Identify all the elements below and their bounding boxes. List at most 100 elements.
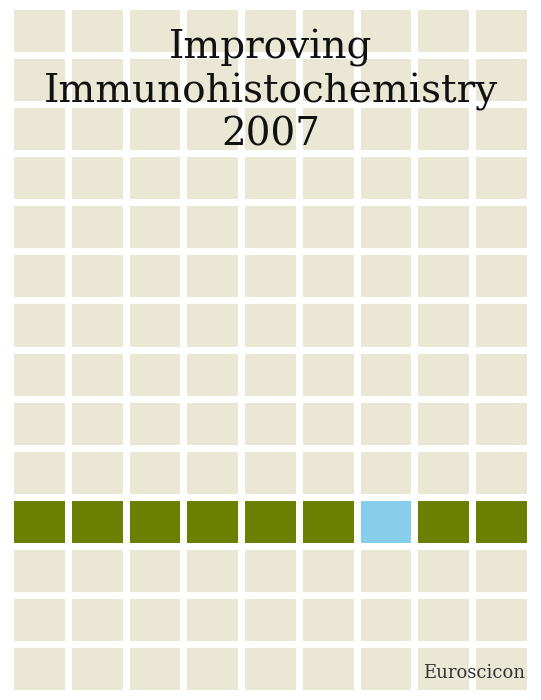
Bar (418, 452, 469, 493)
Bar (361, 59, 412, 101)
Bar (245, 452, 296, 493)
Bar (418, 108, 469, 150)
Bar (187, 206, 238, 248)
Bar (14, 108, 65, 150)
Bar (72, 452, 123, 493)
Bar (14, 354, 65, 395)
Bar (361, 500, 412, 542)
Bar (361, 158, 412, 199)
Bar (129, 206, 180, 248)
Bar (418, 354, 469, 395)
Bar (303, 10, 354, 52)
Bar (129, 108, 180, 150)
Bar (187, 256, 238, 298)
Bar (14, 59, 65, 101)
Bar (303, 354, 354, 395)
Bar (72, 158, 123, 199)
Bar (14, 402, 65, 444)
Bar (129, 158, 180, 199)
Bar (361, 648, 412, 690)
Bar (418, 550, 469, 592)
Bar (72, 108, 123, 150)
Bar (303, 402, 354, 444)
Bar (14, 599, 65, 641)
Bar (129, 500, 180, 542)
Bar (129, 648, 180, 690)
Bar (72, 10, 123, 52)
Bar (303, 206, 354, 248)
Bar (187, 402, 238, 444)
Bar (303, 500, 354, 542)
Bar (187, 354, 238, 395)
Text: Euroscicon: Euroscicon (423, 664, 525, 682)
Bar (187, 304, 238, 346)
Bar (476, 206, 527, 248)
Bar (418, 158, 469, 199)
Bar (187, 108, 238, 150)
Bar (14, 10, 65, 52)
Bar (361, 10, 412, 52)
Bar (187, 59, 238, 101)
Bar (245, 402, 296, 444)
Bar (303, 452, 354, 493)
Bar (303, 648, 354, 690)
Bar (245, 648, 296, 690)
Bar (245, 59, 296, 101)
Bar (361, 304, 412, 346)
Bar (245, 108, 296, 150)
Bar (245, 550, 296, 592)
Bar (476, 256, 527, 298)
Bar (245, 304, 296, 346)
Bar (303, 158, 354, 199)
Bar (476, 59, 527, 101)
Bar (129, 402, 180, 444)
Bar (72, 59, 123, 101)
Bar (303, 59, 354, 101)
Bar (187, 550, 238, 592)
Bar (245, 354, 296, 395)
Bar (476, 599, 527, 641)
Bar (418, 59, 469, 101)
Bar (476, 354, 527, 395)
Bar (476, 10, 527, 52)
Bar (476, 402, 527, 444)
Bar (303, 550, 354, 592)
Bar (245, 10, 296, 52)
Bar (418, 10, 469, 52)
Bar (303, 108, 354, 150)
Bar (476, 500, 527, 542)
Bar (361, 550, 412, 592)
Bar (361, 402, 412, 444)
Bar (14, 452, 65, 493)
Bar (187, 648, 238, 690)
Bar (129, 599, 180, 641)
Bar (303, 304, 354, 346)
Bar (129, 354, 180, 395)
Bar (476, 550, 527, 592)
Bar (72, 550, 123, 592)
Bar (14, 648, 65, 690)
Bar (476, 158, 527, 199)
Bar (72, 648, 123, 690)
Bar (361, 206, 412, 248)
Bar (72, 402, 123, 444)
Bar (72, 500, 123, 542)
Bar (418, 648, 469, 690)
Bar (245, 206, 296, 248)
Bar (129, 10, 180, 52)
Bar (129, 452, 180, 493)
Bar (187, 10, 238, 52)
Bar (72, 256, 123, 298)
Bar (361, 256, 412, 298)
Bar (361, 108, 412, 150)
Bar (418, 599, 469, 641)
Bar (187, 599, 238, 641)
Bar (245, 599, 296, 641)
Bar (14, 158, 65, 199)
Bar (14, 206, 65, 248)
Bar (129, 304, 180, 346)
Bar (418, 206, 469, 248)
Bar (476, 648, 527, 690)
Bar (303, 256, 354, 298)
Bar (129, 256, 180, 298)
